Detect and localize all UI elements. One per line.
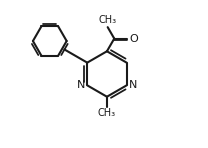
- Text: CH₃: CH₃: [99, 15, 117, 25]
- Text: N: N: [129, 80, 137, 90]
- Text: CH₃: CH₃: [98, 108, 116, 118]
- Text: O: O: [129, 34, 138, 44]
- Text: N: N: [77, 80, 85, 90]
